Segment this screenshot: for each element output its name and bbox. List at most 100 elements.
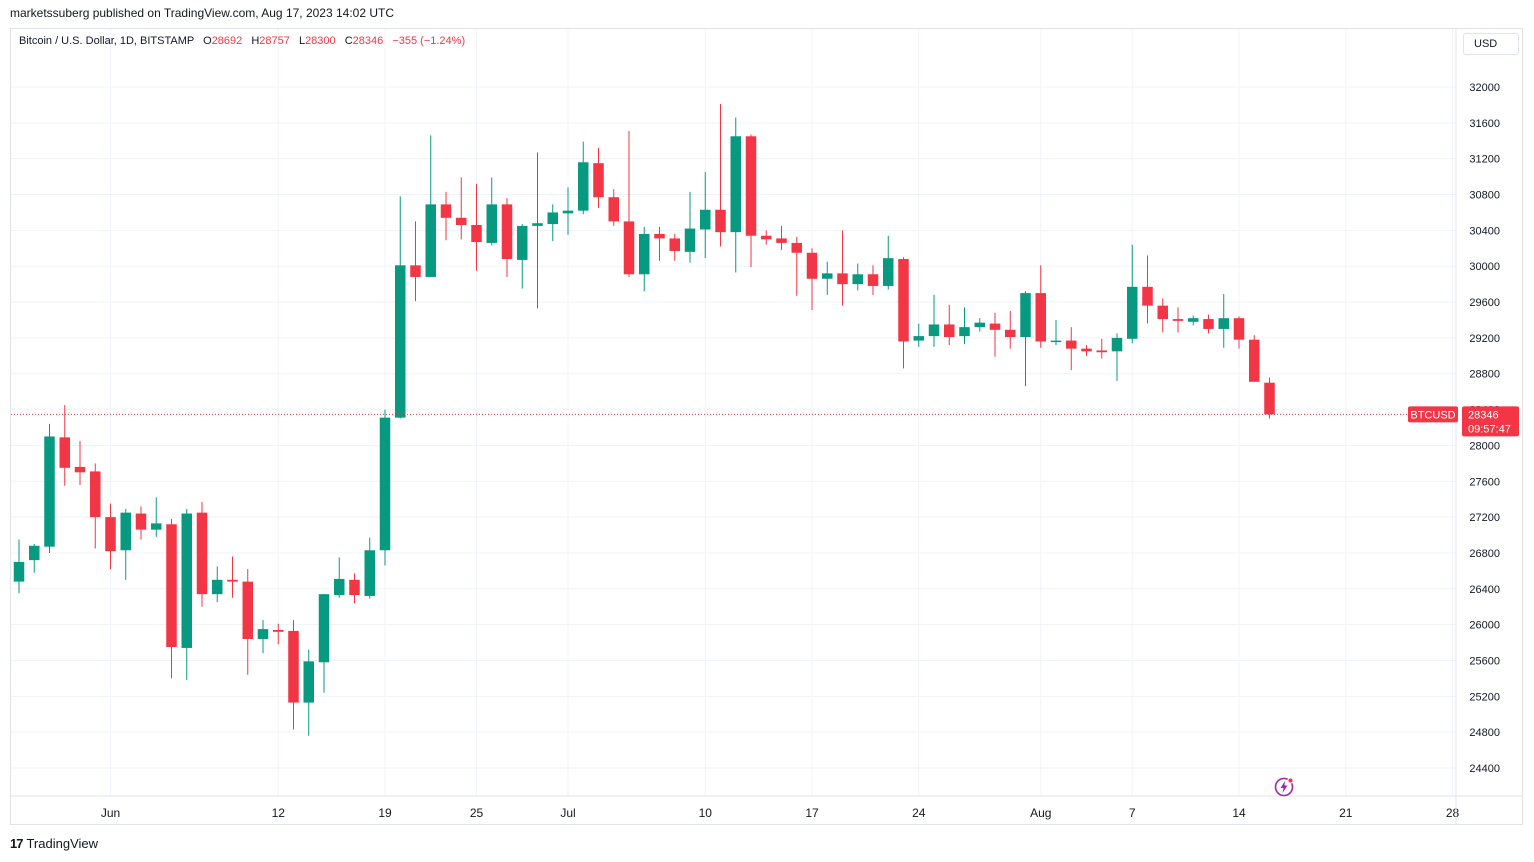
candle-body[interactable] <box>105 517 116 552</box>
candle-body[interactable] <box>212 579 223 595</box>
candle-body[interactable] <box>288 630 299 703</box>
candle-body[interactable] <box>1050 340 1062 343</box>
candle-body[interactable] <box>1005 329 1016 337</box>
candle-body[interactable] <box>852 274 864 285</box>
candle-body[interactable] <box>593 163 604 198</box>
candle-body[interactable] <box>1249 339 1260 382</box>
candle-body[interactable] <box>364 550 376 596</box>
candle-body[interactable] <box>349 579 360 596</box>
x-tick-label: 28 <box>1446 806 1460 820</box>
candle-body[interactable] <box>151 523 162 530</box>
candle-body[interactable] <box>486 204 498 243</box>
currency-button[interactable]: USD <box>1463 33 1519 55</box>
candle-body[interactable] <box>1066 340 1077 349</box>
candle-body[interactable] <box>883 258 894 286</box>
candle-body[interactable] <box>669 238 681 251</box>
candle-body[interactable] <box>608 197 620 222</box>
symbol-tag-label: BTCUSD <box>1410 409 1455 421</box>
candle-body[interactable] <box>44 436 55 547</box>
candle-body[interactable] <box>74 466 86 473</box>
candle-body[interactable] <box>1157 305 1169 320</box>
candle-body[interactable] <box>471 224 482 243</box>
candle-body[interactable] <box>1203 319 1214 329</box>
candle-body[interactable] <box>730 136 742 233</box>
last-price-tag[interactable] <box>1462 406 1519 437</box>
candle-body[interactable] <box>90 471 101 518</box>
candle-body[interactable] <box>440 204 452 218</box>
candle-body[interactable] <box>1111 337 1123 352</box>
candle-body[interactable] <box>532 223 543 226</box>
footer-brand[interactable]: 17 TradingView <box>10 836 98 851</box>
open-value: 28692 <box>211 35 243 47</box>
candle-body[interactable] <box>257 629 269 639</box>
candle-body[interactable] <box>806 252 818 279</box>
candle-body[interactable] <box>715 209 726 233</box>
candle-body[interactable] <box>639 233 650 275</box>
candle-body[interactable] <box>196 512 208 595</box>
candle-body[interactable] <box>1127 286 1138 339</box>
candle-body[interactable] <box>1096 350 1108 353</box>
candle-body[interactable] <box>1020 293 1031 337</box>
candle-body[interactable] <box>822 273 833 279</box>
candle-body[interactable] <box>700 209 711 230</box>
candle-body[interactable] <box>623 221 635 275</box>
candle-body[interactable] <box>776 238 787 243</box>
candle-body[interactable] <box>837 273 848 285</box>
candle-body[interactable] <box>166 524 177 648</box>
candle-body[interactable] <box>425 204 437 277</box>
candle-body[interactable] <box>59 437 71 468</box>
candle-body[interactable] <box>456 217 467 225</box>
candle-body[interactable] <box>517 225 528 260</box>
candle-body[interactable] <box>181 513 193 648</box>
x-tick-label: 25 <box>470 806 484 820</box>
low-label: L <box>298 35 306 47</box>
lightning-icon[interactable] <box>1273 776 1295 798</box>
candle-body[interactable] <box>303 661 315 703</box>
candle-body[interactable] <box>989 323 1001 330</box>
candle-body[interactable] <box>1188 318 1199 322</box>
candle-body[interactable] <box>1081 348 1092 352</box>
candle-body[interactable] <box>1172 319 1184 321</box>
candle-body[interactable] <box>959 327 970 337</box>
y-tick-label: 24800 <box>1469 727 1500 739</box>
symbol-tag[interactable] <box>1408 406 1458 423</box>
candle-body[interactable] <box>1035 293 1047 342</box>
candle-body[interactable] <box>395 265 406 418</box>
candle-body[interactable] <box>867 274 879 286</box>
candle-body[interactable] <box>761 235 772 240</box>
candle-body[interactable] <box>135 513 147 530</box>
candle-body[interactable] <box>928 324 940 337</box>
candle-body[interactable] <box>944 324 955 337</box>
candle-body[interactable] <box>1233 318 1245 340</box>
candle-body[interactable] <box>974 322 986 328</box>
candle-body[interactable] <box>501 204 513 260</box>
candle-body[interactable] <box>547 212 559 225</box>
candle-body[interactable] <box>273 630 284 632</box>
candle-body[interactable] <box>120 512 132 551</box>
candle-body[interactable] <box>745 136 757 236</box>
candle-body[interactable] <box>913 336 925 341</box>
candle-body[interactable] <box>13 561 25 582</box>
candle-body[interactable] <box>654 233 665 239</box>
y-tick-label: 27200 <box>1469 512 1500 524</box>
candle-body[interactable] <box>562 210 574 214</box>
symbol-description[interactable]: Bitcoin / U.S. Dollar, 1D, BITSTAMP <box>19 35 195 47</box>
candle-body[interactable] <box>684 228 696 252</box>
candle-body[interactable] <box>578 162 589 211</box>
candle-body[interactable] <box>1218 318 1230 329</box>
close-label: C <box>344 35 353 47</box>
candle-body[interactable] <box>1264 382 1275 415</box>
candle-body[interactable] <box>29 545 40 561</box>
candle-body[interactable] <box>410 265 421 277</box>
x-tick-label: Jun <box>101 806 120 820</box>
candle-body[interactable] <box>379 417 391 551</box>
candle-body[interactable] <box>334 578 345 596</box>
candle-body[interactable] <box>898 259 909 342</box>
candle-body[interactable] <box>242 581 254 639</box>
footer-brand-text: TradingView <box>26 836 99 851</box>
candle-body[interactable] <box>318 594 330 663</box>
candle-body[interactable] <box>1142 286 1153 306</box>
candle-body[interactable] <box>791 242 803 253</box>
candle-body[interactable] <box>227 579 238 582</box>
